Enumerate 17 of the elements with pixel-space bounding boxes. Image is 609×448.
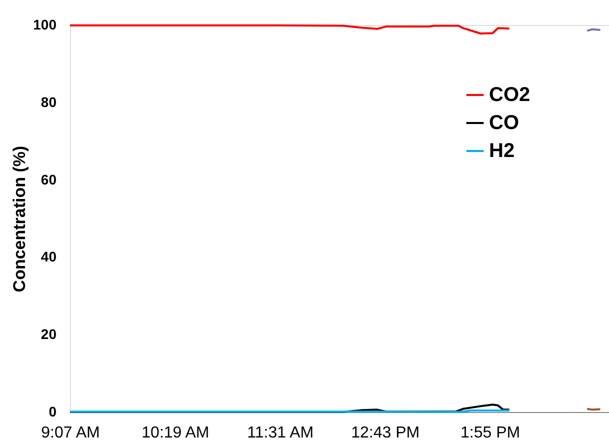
x-tick-label: 1:55 PM (460, 424, 520, 442)
y-tick-label: 80 (40, 94, 57, 110)
legend-label: H2 (489, 140, 515, 162)
legend-label: CO (489, 112, 519, 134)
y-tick-label: 60 (40, 171, 57, 188)
y-tick-label: 100 (33, 16, 57, 32)
y-axis-title: Concentration (%) (10, 146, 30, 292)
line-series (69, 404, 510, 413)
x-tick-label: 11:31 AM (247, 424, 314, 442)
x-tick-label: 10:19 AM (142, 424, 210, 442)
x-tick-label: 9:07 AM (41, 424, 100, 442)
x-tick-label: 12:43 PM (351, 424, 420, 442)
y-tick-label: 0 (48, 404, 57, 420)
y-tick-label: 20 (40, 326, 57, 342)
line-series (69, 24, 510, 35)
legend-label: CO2 (489, 84, 530, 106)
y-tick-label: 40 (40, 248, 57, 265)
